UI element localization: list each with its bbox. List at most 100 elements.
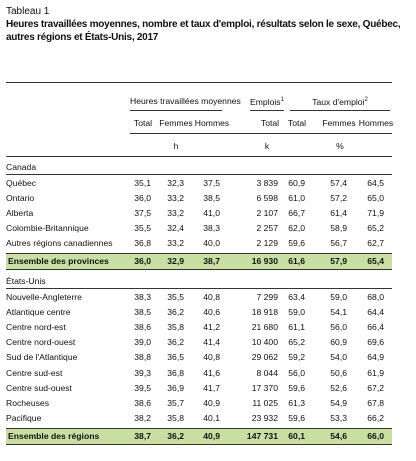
column-header: Hommes	[194, 118, 230, 128]
cell: 54,9	[330, 397, 347, 408]
cell: 58,9	[330, 223, 347, 233]
rule	[6, 288, 392, 289]
cell: 61,3	[288, 397, 305, 408]
cell: 38,2	[134, 412, 151, 423]
cell: 68,0	[367, 292, 384, 302]
row-label: Sud de l'Atlantique	[6, 352, 78, 363]
cell: 36,5	[167, 352, 184, 363]
cell: 66,2	[367, 412, 384, 423]
total-cell: 61,6	[288, 256, 305, 266]
cell: 2 129	[256, 238, 278, 248]
row-label: Atlantique centre	[6, 307, 71, 318]
cell: 41,0	[203, 208, 220, 218]
cell: 60,9	[330, 337, 347, 348]
cell: 64,4	[367, 307, 384, 318]
cell: 35,5	[134, 223, 151, 233]
cell: 53,3	[330, 412, 347, 423]
cell: 61,1	[288, 322, 305, 333]
cell: 37,5	[134, 208, 151, 218]
total-cell: 36,0	[134, 256, 151, 266]
cell: 41,6	[203, 367, 220, 378]
table-title: Heures travaillées moyennes, nombre et t…	[6, 19, 401, 43]
cell: 36,8	[167, 367, 184, 378]
column-header: Total	[133, 118, 153, 128]
cell: 29 062	[251, 352, 278, 363]
cell: 40,0	[203, 238, 220, 248]
rule	[6, 82, 392, 83]
footnote-ref: 1	[280, 97, 284, 104]
cell: 21 680	[251, 322, 278, 333]
table-label: Tableau 1	[6, 6, 50, 17]
cell: 3 839	[256, 178, 278, 188]
rule	[6, 428, 392, 429]
cell: 33,2	[167, 193, 184, 203]
cell: 18 918	[251, 307, 278, 318]
cell: 62,0	[288, 223, 305, 233]
rule	[6, 174, 392, 175]
cell: 32,3	[167, 178, 184, 188]
cell: 59,0	[288, 307, 305, 318]
total-cell: 40,9	[203, 431, 220, 441]
cell: 10 400	[251, 337, 278, 348]
cell: 36,2	[167, 307, 184, 318]
cell: 66,4	[367, 322, 384, 333]
cell: 35,8	[167, 322, 184, 333]
total-cell: 147 731	[246, 431, 278, 441]
group-label: Heures travaillées moyennes	[130, 96, 241, 106]
total-cell: 38,7	[134, 431, 151, 441]
cell: 61,0	[288, 193, 305, 203]
cell: 7 299	[256, 292, 278, 302]
row-label: Autres régions canadiennes	[6, 238, 113, 248]
cell: 56,0	[330, 322, 347, 333]
cell: 59,6	[288, 238, 305, 248]
cell: 54,1	[330, 307, 347, 318]
cell: 59,2	[288, 352, 305, 363]
cell: 32,4	[167, 223, 184, 233]
cell: 41,2	[203, 322, 220, 333]
total-cell: 16 930	[251, 256, 278, 266]
group-header: Emplois1	[250, 95, 284, 107]
section-heading: États-Unis	[6, 276, 46, 286]
cell: 6 598	[256, 193, 278, 203]
unit-label: %	[336, 141, 344, 151]
cell: 64,9	[367, 352, 384, 363]
total-label: Ensemble des provinces	[8, 256, 109, 266]
cell: 57,4	[330, 178, 347, 188]
cell: 59,0	[330, 292, 347, 302]
cell: 39,0	[134, 337, 151, 348]
row-label: Centre nord-ouest	[6, 337, 76, 348]
cell: 38,8	[134, 352, 151, 363]
unit-label: h	[173, 141, 179, 151]
cell: 36,2	[167, 337, 184, 348]
group-label: Taux d'emploi	[312, 96, 365, 107]
cell: 38,3	[134, 292, 151, 302]
cell: 71,9	[367, 208, 384, 218]
cell: 59,6	[288, 412, 305, 423]
cell: 52,6	[330, 382, 347, 393]
cell: 39,5	[134, 382, 151, 393]
cell: 11 025	[252, 397, 278, 408]
cell: 36,0	[134, 193, 151, 203]
cell: 67,2	[367, 382, 384, 393]
column-header: Total	[287, 118, 307, 128]
cell: 59,6	[288, 382, 305, 393]
cell: 40,6	[203, 307, 220, 318]
cell: 60,9	[288, 178, 305, 188]
cell: 37,5	[203, 178, 220, 188]
cell: 50,6	[330, 367, 347, 378]
row-label: Québec	[6, 178, 37, 188]
total-cell: 66,0	[367, 431, 384, 441]
cell: 40,1	[203, 412, 220, 423]
cell: 57,2	[330, 193, 347, 203]
cell: 40,9	[203, 397, 220, 408]
cell: 2 107	[256, 208, 278, 218]
cell: 64,5	[367, 178, 384, 188]
cell: 17 370	[251, 382, 278, 393]
group-label: Emplois	[250, 96, 281, 107]
cell: 38,5	[203, 193, 220, 203]
total-cell: 38,7	[203, 256, 220, 266]
total-cell: 57,9	[330, 256, 347, 266]
cell: 38,3	[203, 223, 220, 233]
total-label: Ensemble des régions	[8, 431, 100, 441]
